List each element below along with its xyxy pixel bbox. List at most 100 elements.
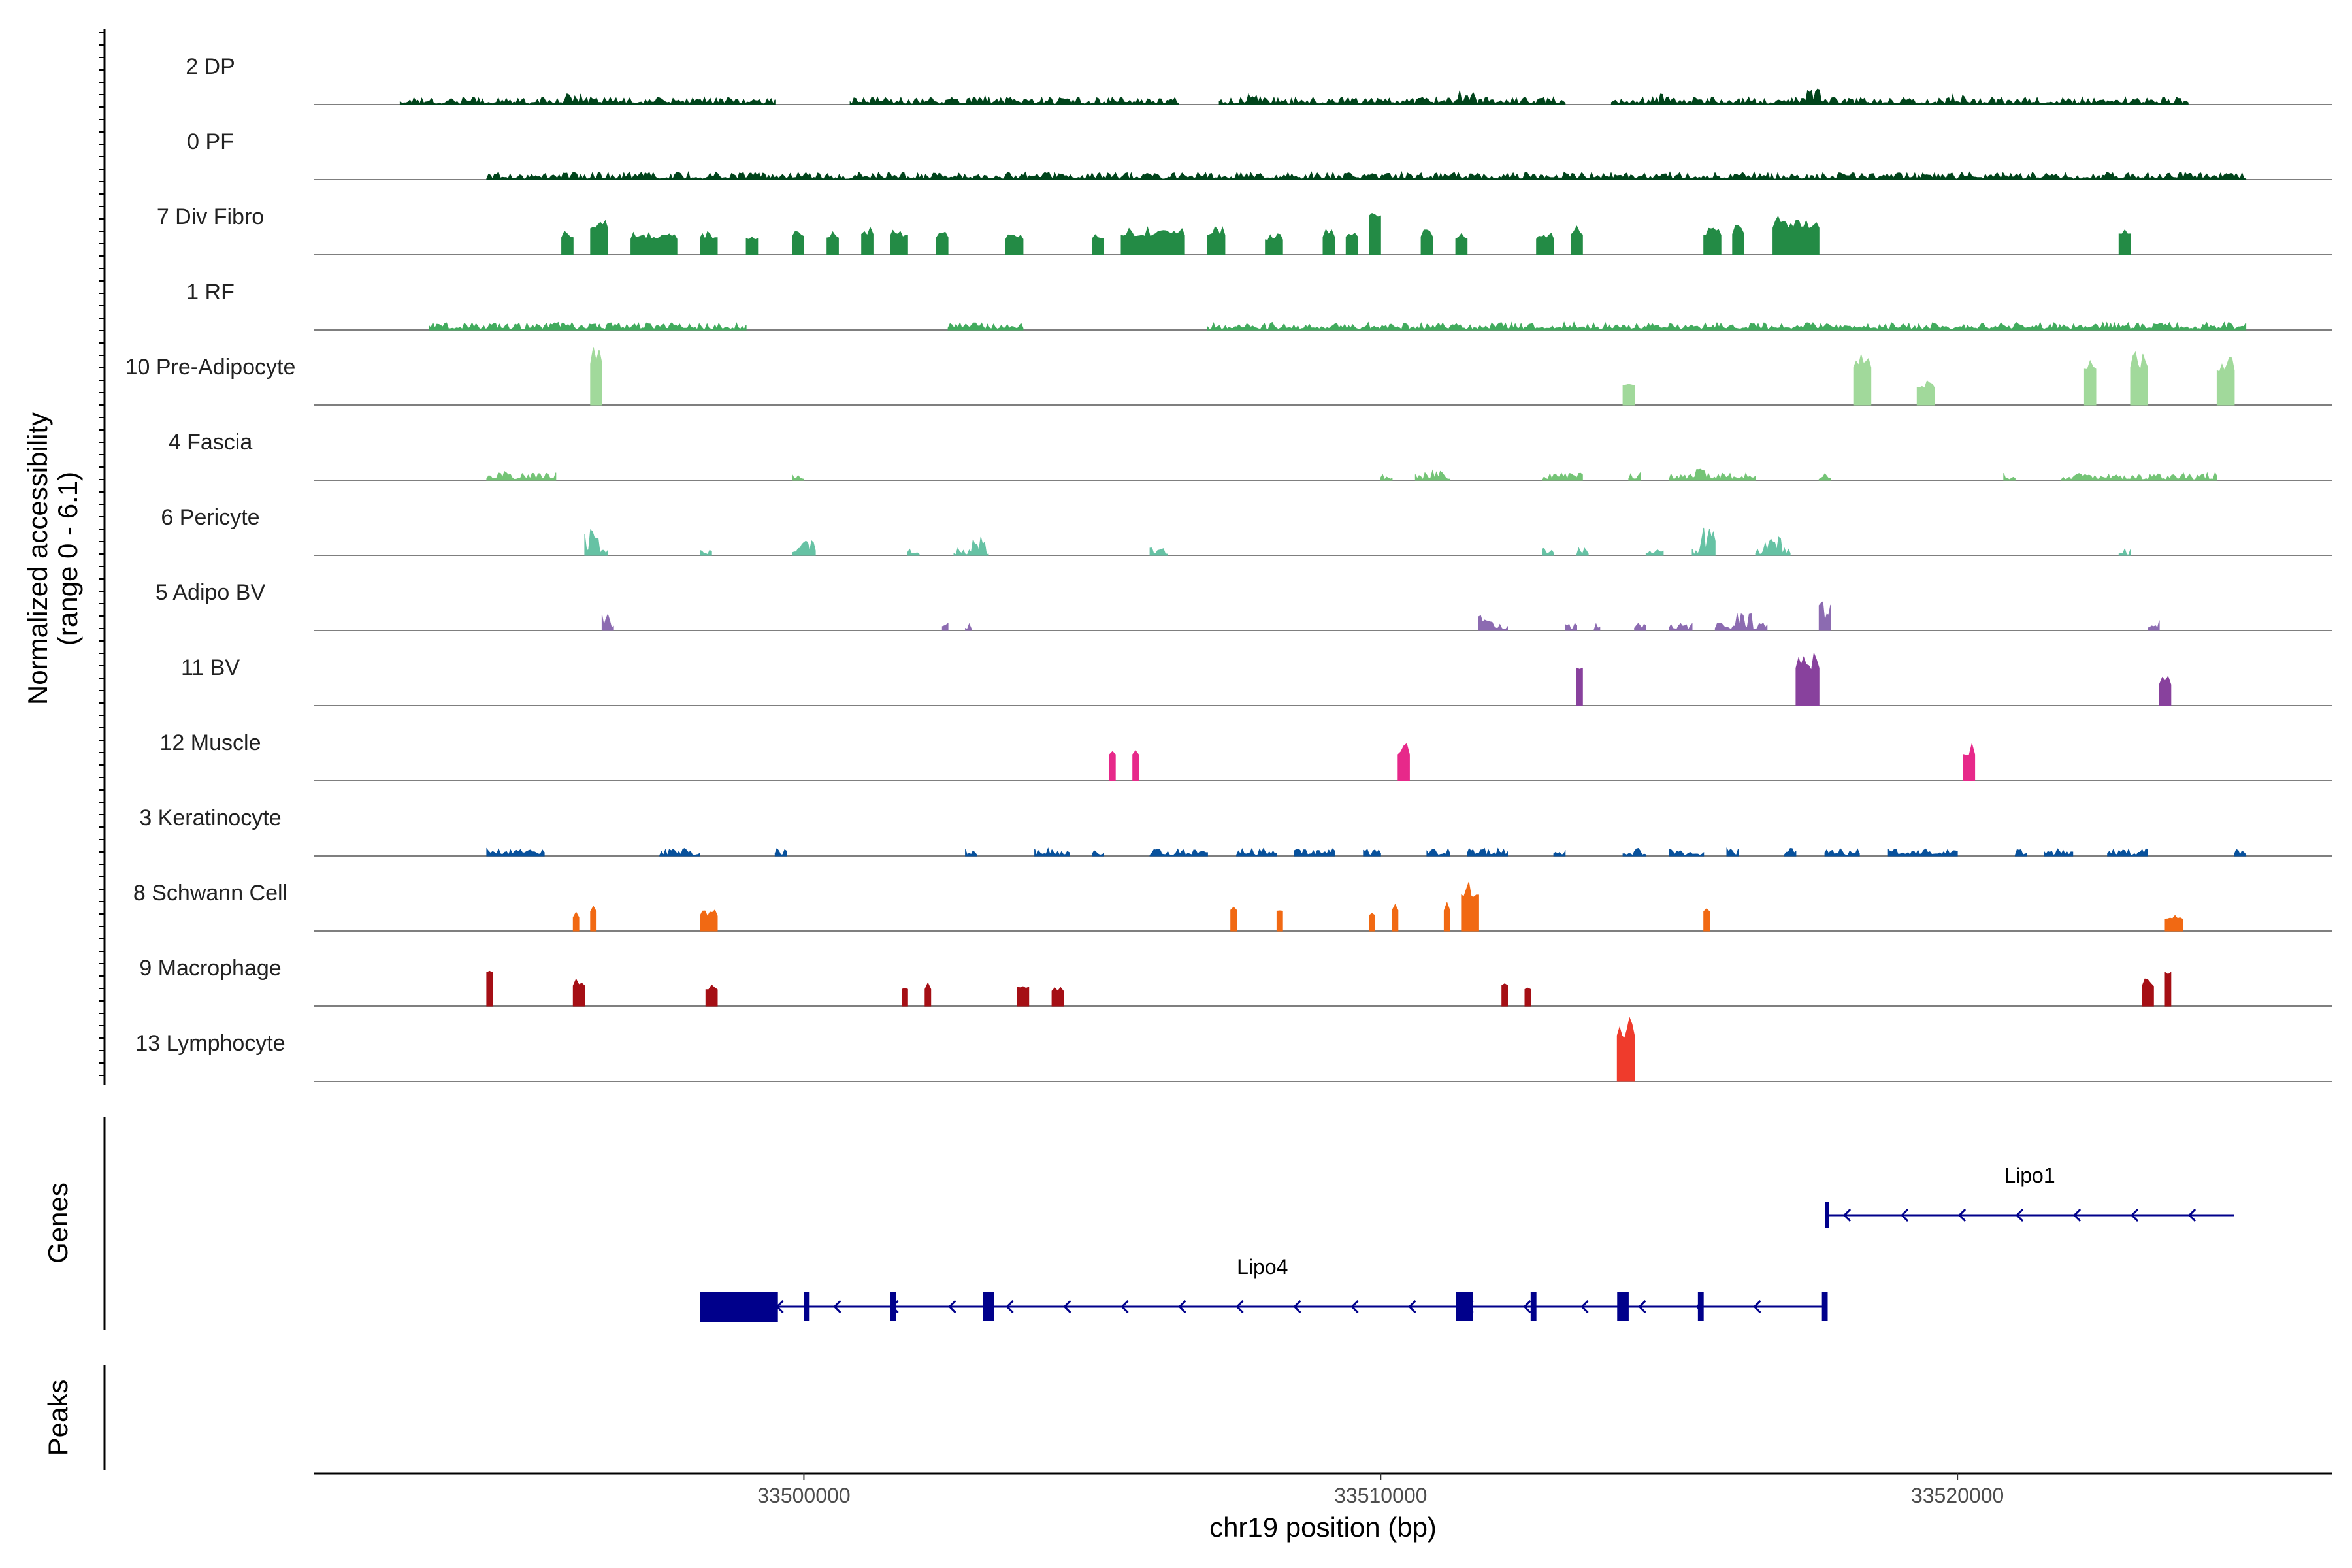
track-3-keratinocyte — [314, 847, 2332, 857]
track-8-schwann-cell — [314, 881, 2332, 932]
strand-arrow — [1900, 1208, 1909, 1222]
coverage-peak — [1542, 547, 1554, 556]
coverage-peak — [1634, 623, 1646, 631]
coverage-peak — [630, 231, 678, 255]
track-7-div-fibro — [314, 213, 2332, 255]
coverage-peak — [1230, 906, 1237, 932]
coverage-peak — [1565, 623, 1577, 631]
peaks-axis-title: Peaks — [42, 1380, 73, 1456]
coverage-peak — [1005, 234, 1024, 255]
coverage-peak — [2003, 473, 2016, 481]
track-label-2-dp: 2 DP — [186, 54, 235, 79]
coverage-peak — [1467, 847, 1508, 857]
coverage-peak — [1553, 849, 1566, 857]
track-labels: 2 DP 0 PF 7 Div Fibro 1 RF 10 Pre-Adipocyte 4… — [125, 54, 296, 1056]
coverage-peak — [700, 549, 712, 556]
coverage-peak — [2234, 849, 2247, 857]
track-9-macrophage — [314, 970, 2332, 1007]
strand-arrow — [1523, 1299, 1531, 1314]
track-label-4-fascia: 4 Fascia — [169, 430, 253, 455]
track-1-rf — [314, 321, 2332, 331]
coverage-peak — [1414, 469, 1450, 481]
strand-arrow — [1350, 1299, 1359, 1314]
gene-exon — [890, 1292, 896, 1321]
coverage-peak — [1669, 468, 1756, 481]
coverage-peak — [2118, 547, 2131, 556]
coverage-peak — [1732, 225, 1744, 255]
gene-lipo4: Lipo4 — [700, 1255, 1828, 1322]
track-6-pericyte — [314, 527, 2332, 556]
coverage-peak — [429, 321, 747, 331]
coverage-peak — [1669, 623, 1693, 631]
coverage-peak — [1524, 987, 1531, 1007]
x-axis-tick-label: 33500000 — [757, 1484, 850, 1507]
coverage-peak — [1380, 474, 1393, 481]
gene-label: Lipo4 — [1237, 1255, 1288, 1279]
coverage-peak — [924, 982, 932, 1007]
coverage-peak — [792, 231, 804, 255]
coverage-peak — [2142, 978, 2154, 1007]
gene-exon — [1697, 1292, 1704, 1321]
coverage-peak — [792, 474, 804, 481]
coverage-peak — [1755, 536, 1791, 556]
strand-arrow — [2072, 1208, 2082, 1222]
coverage-peak — [659, 848, 700, 857]
coverage-peak — [1369, 213, 1381, 255]
track-12-muscle — [314, 743, 2332, 781]
track-10-pre-adipocyte — [314, 347, 2332, 406]
coverage-peak — [1628, 472, 1641, 481]
coverage-peak — [1420, 229, 1433, 255]
strand-arrow — [2187, 1208, 2197, 1222]
coverage-peak — [965, 849, 977, 857]
coverage-peak — [1610, 88, 2189, 105]
coverage-peak — [601, 613, 614, 631]
strand-arrow — [1178, 1299, 1186, 1314]
coverage-peak — [1726, 847, 1739, 857]
strand-arrow — [833, 1299, 841, 1314]
coverage-peak — [1714, 613, 1768, 631]
coverage-peak — [584, 529, 608, 556]
coverage-peak — [572, 911, 580, 932]
peaks-panel: Peaks — [42, 1365, 106, 1470]
track-label-9-macrophage: 9 Macrophage — [139, 956, 281, 981]
coverage-peak — [965, 623, 972, 631]
coverage-peak — [1478, 615, 1508, 631]
strand-arrow — [1293, 1299, 1301, 1314]
coverage-peak — [1645, 549, 1664, 556]
coverage-peak — [486, 847, 545, 857]
coverage-peak — [1542, 472, 1583, 481]
track-11-bv — [314, 651, 2332, 706]
coverage-peak — [1149, 848, 1208, 857]
strand-arrow — [2130, 1208, 2139, 1222]
coverage-tracks — [314, 88, 2332, 1082]
gene-exon — [1821, 1292, 1828, 1321]
track-4-fascia — [314, 468, 2332, 481]
coverage-peak — [1622, 848, 1646, 857]
coverage-peak — [1051, 987, 1064, 1007]
coverage-peak — [2107, 848, 2148, 857]
coverage-peak — [1853, 354, 1872, 406]
genes-axis-title: Genes — [42, 1183, 73, 1264]
coverage-peak — [1501, 983, 1508, 1007]
coverage-peak — [1392, 904, 1399, 932]
coverage-peak — [1818, 473, 1831, 481]
coverage-peak — [1397, 743, 1410, 781]
coverage-peak — [1703, 908, 1710, 932]
coverage-peak — [2164, 915, 2183, 932]
track-label-0-pf: 0 PF — [187, 129, 234, 154]
coverage-peak — [774, 847, 787, 857]
coverage-peak — [1963, 743, 1976, 781]
track-label-11-bv: 11 BV — [181, 655, 240, 680]
coverage-peak — [1369, 913, 1375, 932]
coverage-peak — [826, 231, 839, 255]
coverage-peak — [890, 229, 908, 255]
strand-arrow — [1005, 1299, 1014, 1314]
coverage-peak — [1795, 651, 1820, 706]
strand-arrow — [1957, 1208, 1967, 1222]
coverage-peak — [792, 540, 816, 556]
strand-arrow — [1638, 1299, 1646, 1314]
coverage-peak — [1092, 850, 1104, 857]
coverage-peak — [1322, 229, 1335, 255]
coverage-peak — [700, 231, 718, 255]
strand-arrow — [1235, 1299, 1244, 1314]
